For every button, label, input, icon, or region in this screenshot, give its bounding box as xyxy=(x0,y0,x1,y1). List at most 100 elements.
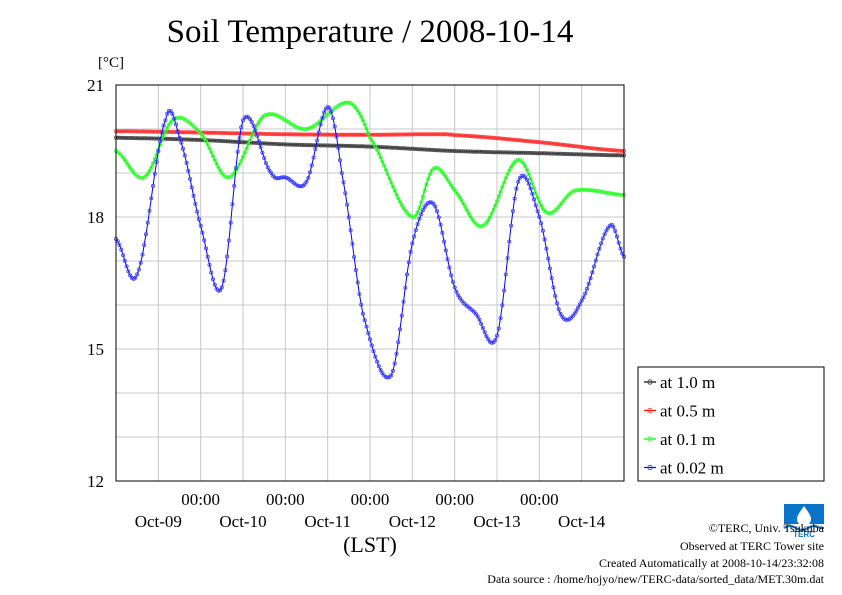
data-point xyxy=(233,166,238,171)
data-point xyxy=(364,126,369,131)
data-point xyxy=(397,199,402,204)
data-point xyxy=(447,265,452,270)
legend-box xyxy=(637,366,825,482)
data-point xyxy=(149,165,154,170)
data-point xyxy=(595,146,600,151)
data-point xyxy=(239,125,244,130)
data-point xyxy=(225,254,230,259)
data-point xyxy=(163,118,168,123)
data-point xyxy=(498,136,503,141)
data-point xyxy=(389,373,394,378)
data-point xyxy=(532,197,537,202)
data-point xyxy=(219,285,224,290)
data-point xyxy=(242,150,247,155)
data-point xyxy=(390,184,395,189)
data-point xyxy=(570,152,575,157)
data-point xyxy=(592,264,597,269)
data-point xyxy=(235,149,240,154)
data-point xyxy=(265,165,270,170)
data-point xyxy=(576,305,581,310)
data-point xyxy=(422,188,427,193)
data-point xyxy=(210,277,215,282)
data-point xyxy=(218,288,223,293)
data-point xyxy=(150,129,155,134)
data-point xyxy=(332,143,337,148)
data-point xyxy=(327,106,332,111)
data-point xyxy=(364,324,369,329)
data-point xyxy=(156,136,161,141)
data-point xyxy=(551,151,556,156)
legend: at 1.0 m at 0.5 m at 0.1 m at 0.02 m xyxy=(637,366,825,482)
data-point xyxy=(244,131,249,136)
legend-label: at 0.5 m xyxy=(660,402,715,421)
data-point xyxy=(614,192,619,197)
data-point xyxy=(390,145,395,150)
data-point xyxy=(468,214,473,219)
data-point xyxy=(350,241,355,246)
data-point xyxy=(244,146,249,151)
data-point xyxy=(496,194,501,199)
data-point xyxy=(136,129,141,134)
data-point xyxy=(613,228,618,233)
data-point xyxy=(410,132,415,137)
data-point xyxy=(327,132,332,137)
data-point xyxy=(542,151,547,156)
data-point xyxy=(366,144,371,149)
data-point xyxy=(586,152,591,157)
data-point xyxy=(255,123,260,128)
data-point xyxy=(385,145,390,150)
data-point xyxy=(168,109,173,114)
data-point xyxy=(447,180,452,185)
data-point xyxy=(588,276,593,281)
data-point xyxy=(179,140,184,145)
data-point xyxy=(195,209,200,214)
data-point xyxy=(614,234,619,239)
axis-labels: 1215182100:00Oct-0900:00Oct-1000:00Oct-1… xyxy=(87,76,606,531)
data-point xyxy=(547,211,552,216)
data-point xyxy=(343,191,348,196)
series-line xyxy=(115,101,625,228)
data-point xyxy=(433,165,438,170)
data-point xyxy=(399,313,404,318)
data-point xyxy=(404,146,409,151)
data-point xyxy=(553,293,558,298)
data-point xyxy=(205,254,210,259)
data-point xyxy=(138,260,143,265)
data-point xyxy=(202,136,207,141)
data-point xyxy=(170,129,175,134)
data-point xyxy=(329,109,334,114)
data-point xyxy=(240,154,245,159)
data-point xyxy=(288,132,293,137)
data-point xyxy=(385,172,390,177)
legend-item: at 1.0 m xyxy=(644,373,715,392)
data-point xyxy=(136,136,141,141)
data-point xyxy=(558,311,563,316)
data-point xyxy=(136,267,141,272)
data-point xyxy=(562,142,567,147)
data-point xyxy=(387,176,392,181)
data-point xyxy=(260,150,265,155)
data-point xyxy=(507,150,512,155)
data-point xyxy=(269,170,274,175)
data-point xyxy=(454,289,459,294)
data-point xyxy=(359,302,364,307)
data-point xyxy=(494,333,499,338)
data-point xyxy=(362,122,367,127)
data-point xyxy=(346,100,351,105)
data-point xyxy=(542,237,547,242)
data-point xyxy=(440,230,445,235)
data-point xyxy=(297,132,302,137)
data-point xyxy=(371,141,376,146)
data-point xyxy=(196,217,201,222)
data-point xyxy=(165,125,170,130)
data-point xyxy=(214,161,219,166)
data-point xyxy=(595,189,600,194)
data-point xyxy=(517,150,522,155)
data-point xyxy=(135,272,140,277)
data-point xyxy=(523,175,528,180)
data-point xyxy=(316,130,321,135)
data-point xyxy=(161,133,166,138)
data-point xyxy=(463,205,468,210)
data-point xyxy=(337,158,342,163)
data-point xyxy=(459,149,464,154)
